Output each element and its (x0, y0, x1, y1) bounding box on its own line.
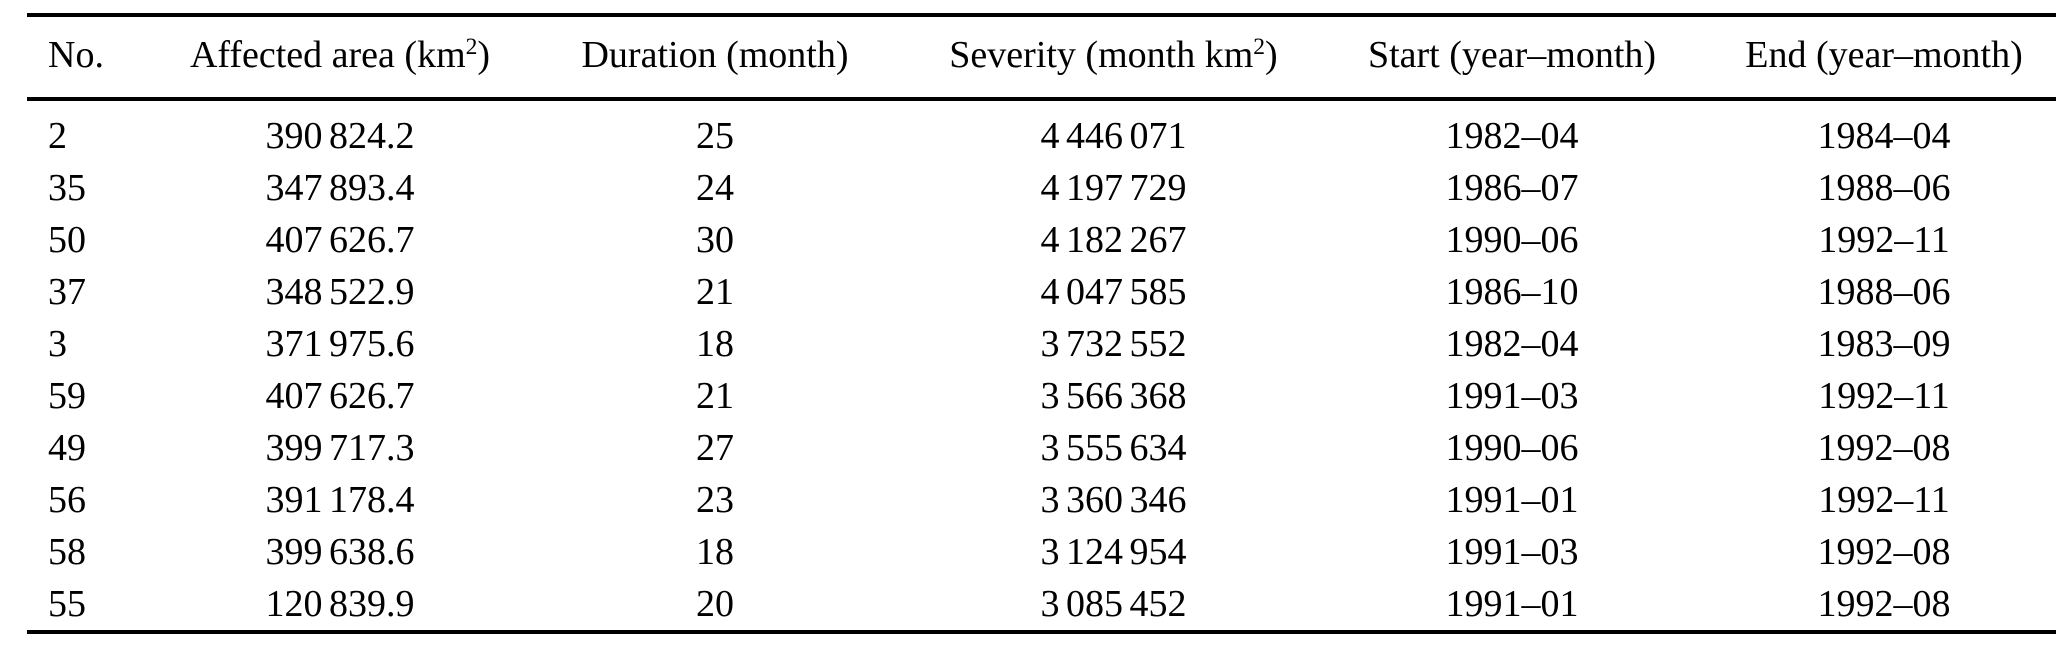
cell-duration: 27 (696, 427, 734, 469)
cell-end: 1992–08 (1817, 427, 1951, 469)
cell-no: 56 (48, 479, 86, 521)
cell-severity: 4 047 585 (1040, 271, 1187, 313)
cell-no: 59 (48, 375, 86, 417)
table-row: 3 371 975.6 18 3 732 552 1982–04 1983–09 (27, 318, 2056, 370)
cell-severity: 3 566 368 (1040, 375, 1187, 417)
cell-duration: 25 (696, 115, 734, 157)
col-header-severity-suffix: ) (1265, 34, 1278, 76)
cell-affected-area: 347 893.4 (265, 167, 415, 209)
cell-end: 1992–08 (1817, 531, 1951, 573)
cell-severity: 3 124 954 (1040, 531, 1187, 573)
cell-no: 50 (48, 219, 86, 261)
col-header-duration: Duration (month) (515, 15, 915, 101)
cell-affected-area: 407 626.7 (265, 375, 415, 417)
col-header-no-label: No. (48, 34, 104, 76)
table-row: 2 390 824.2 25 4 446 071 1982–04 1984–04 (27, 99, 2056, 162)
cell-severity: 3 732 552 (1040, 323, 1187, 365)
cell-affected-area: 407 626.7 (265, 219, 415, 261)
cell-no: 49 (48, 427, 86, 469)
cell-no: 3 (48, 323, 67, 365)
cell-no: 35 (48, 167, 86, 209)
cell-severity: 3 360 346 (1040, 479, 1187, 521)
drought-events-table: No. Affected area (km2) Duration (month)… (27, 13, 2056, 634)
cell-affected-area: 371 975.6 (265, 323, 415, 365)
cell-no: 37 (48, 271, 86, 313)
cell-end: 1992–11 (1818, 219, 1950, 261)
cell-start: 1982–04 (1445, 115, 1579, 157)
table-row: 59 407 626.7 21 3 566 368 1991–03 1992–1… (27, 370, 2056, 422)
table-row: 35 347 893.4 24 4 197 729 1986–07 1988–0… (27, 162, 2056, 214)
cell-start: 1982–04 (1445, 323, 1579, 365)
col-header-affected-area: Affected area (km2) (165, 15, 515, 101)
table-header: No. Affected area (km2) Duration (month)… (27, 15, 2056, 101)
cell-duration: 20 (696, 583, 734, 625)
header-row: No. Affected area (km2) Duration (month)… (27, 15, 2056, 101)
cell-start: 1991–03 (1445, 531, 1579, 573)
cell-end: 1988–06 (1817, 271, 1951, 313)
table-row: 55 120 839.9 20 3 085 452 1991–01 1992–0… (27, 578, 2056, 632)
cell-no: 2 (48, 115, 67, 157)
table-row: 50 407 626.7 30 4 182 267 1990–06 1992–1… (27, 214, 2056, 266)
cell-start: 1990–06 (1445, 219, 1579, 261)
cell-start: 1986–10 (1445, 271, 1579, 313)
cell-duration: 24 (696, 167, 734, 209)
col-header-end-label: End (year–month) (1745, 34, 2023, 76)
cell-end: 1984–04 (1817, 115, 1951, 157)
cell-affected-area: 399 717.3 (265, 427, 415, 469)
cell-end: 1992–08 (1817, 583, 1951, 625)
table-row: 37 348 522.9 21 4 047 585 1986–10 1988–0… (27, 266, 2056, 318)
col-header-no: No. (27, 15, 165, 101)
col-header-severity: Severity (month km2) (915, 15, 1312, 101)
cell-end: 1988–06 (1817, 167, 1951, 209)
table-body: 2 390 824.2 25 4 446 071 1982–04 1984–04… (27, 99, 2056, 632)
cell-duration: 18 (696, 323, 734, 365)
col-header-end: End (year–month) (1712, 15, 2056, 101)
col-header-affected-area-suffix: ) (477, 34, 491, 76)
cell-severity: 4 197 729 (1040, 167, 1187, 209)
cell-duration: 21 (696, 271, 734, 313)
cell-end: 1992–11 (1818, 479, 1950, 521)
cell-duration: 30 (696, 219, 734, 261)
cell-severity: 4 182 267 (1040, 219, 1187, 261)
superscript-2: 2 (465, 34, 478, 61)
cell-affected-area: 391 178.4 (265, 479, 415, 521)
cell-no: 55 (48, 583, 86, 625)
cell-affected-area: 120 839.9 (265, 583, 415, 625)
col-header-start: Start (year–month) (1312, 15, 1712, 101)
superscript-2: 2 (1253, 34, 1266, 61)
col-header-affected-area-label: Affected area (km (189, 34, 466, 76)
cell-start: 1986–07 (1445, 167, 1579, 209)
cell-severity: 4 446 071 (1040, 115, 1187, 157)
table-row: 56 391 178.4 23 3 360 346 1991–01 1992–1… (27, 474, 2056, 526)
cell-duration: 23 (696, 479, 734, 521)
cell-no: 58 (48, 531, 86, 573)
cell-duration: 18 (696, 531, 734, 573)
cell-severity: 3 555 634 (1040, 427, 1187, 469)
cell-start: 1990–06 (1445, 427, 1579, 469)
col-header-severity-label: Severity (month km (949, 34, 1254, 76)
cell-duration: 21 (696, 375, 734, 417)
table-row: 49 399 717.3 27 3 555 634 1990–06 1992–0… (27, 422, 2056, 474)
cell-affected-area: 399 638.6 (265, 531, 415, 573)
cell-start: 1991–01 (1445, 583, 1579, 625)
cell-affected-area: 390 824.2 (265, 115, 415, 157)
cell-start: 1991–03 (1445, 375, 1579, 417)
col-header-start-label: Start (year–month) (1367, 34, 1657, 76)
col-header-duration-label: Duration (month) (581, 34, 849, 76)
table-row: 58 399 638.6 18 3 124 954 1991–03 1992–0… (27, 526, 2056, 578)
cell-start: 1991–01 (1445, 479, 1579, 521)
cell-affected-area: 348 522.9 (265, 271, 415, 313)
cell-end: 1983–09 (1817, 323, 1951, 365)
cell-end: 1992–11 (1818, 375, 1950, 417)
cell-severity: 3 085 452 (1040, 583, 1187, 625)
